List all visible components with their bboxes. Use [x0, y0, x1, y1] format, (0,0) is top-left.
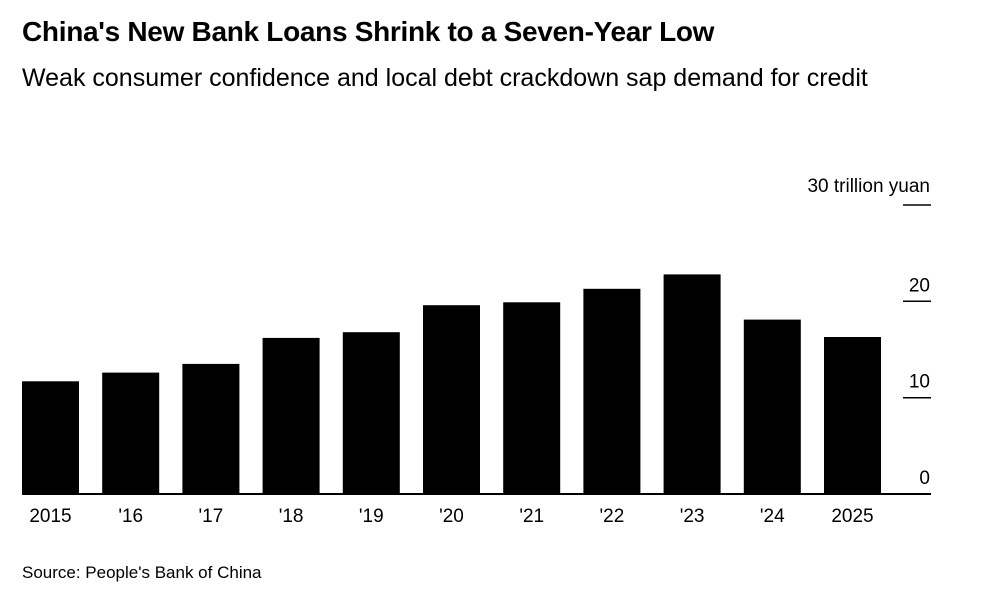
x-tick-label: '19	[359, 506, 384, 527]
x-axis-labels: 2015 '16 '17 '18 '19 '20 '21 '22 '23 '24 2025	[29, 506, 873, 527]
x-tick-label: '16	[118, 506, 143, 527]
bar-18	[262, 337, 320, 494]
x-tick-label: '20	[439, 506, 464, 527]
x-tick-label: '22	[600, 506, 625, 527]
y-tick-label: 20	[909, 275, 930, 296]
y-axis: 0 10 20	[903, 204, 931, 489]
bar-22	[583, 288, 641, 494]
bar-21	[503, 302, 561, 494]
bar-24	[743, 319, 801, 494]
bar-17	[182, 363, 240, 494]
x-tick-label: '24	[760, 506, 785, 527]
bar-16	[102, 372, 160, 494]
bars-group	[22, 274, 881, 494]
y-axis-unit-label: 30 trillion yuan	[807, 176, 930, 197]
bar-19	[342, 332, 400, 494]
chart-subtitle: Weak consumer confidence and local debt …	[22, 64, 868, 92]
y-tick-label: 10	[909, 372, 930, 393]
x-tick-label: 2025	[831, 506, 873, 527]
source-note: Source: People's Bank of China	[22, 563, 262, 582]
chart-title: China's New Bank Loans Shrink to a Seven…	[22, 16, 715, 47]
bar-2015	[22, 381, 79, 494]
bar-23	[663, 274, 721, 494]
y-tick-label: 0	[919, 468, 930, 489]
x-tick-label: '18	[279, 506, 304, 527]
bar-2025	[824, 337, 881, 494]
x-tick-label: '23	[680, 506, 705, 527]
bar-20	[423, 305, 480, 494]
x-tick-label: 2015	[29, 506, 71, 527]
x-tick-label: '17	[199, 506, 224, 527]
x-tick-label: '21	[519, 506, 544, 527]
